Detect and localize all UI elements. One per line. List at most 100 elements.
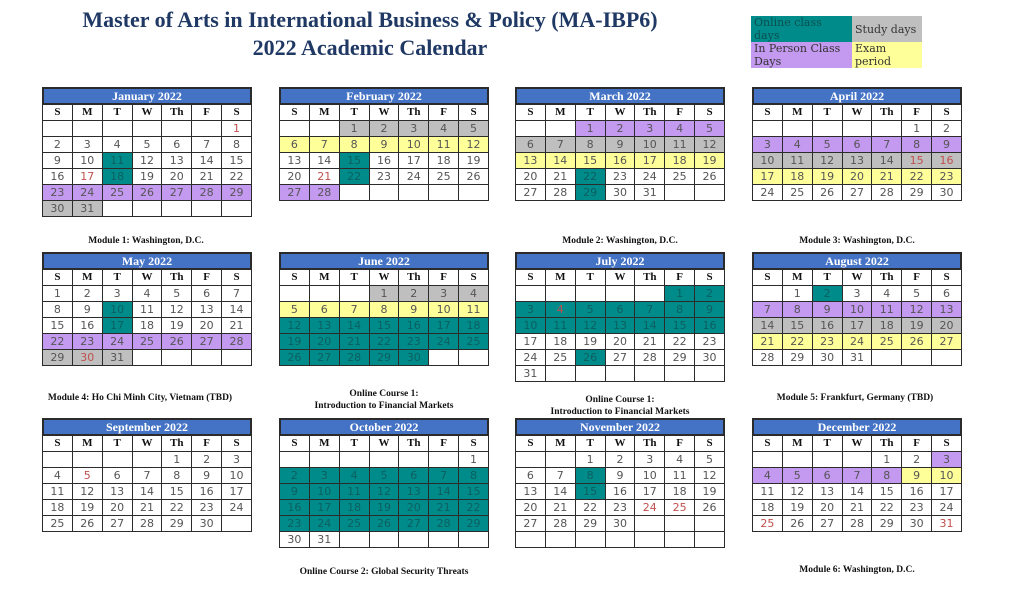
day-cell: 21 (634, 333, 666, 350)
weekday-row: S M T W Th F S (279, 269, 489, 286)
day-cell: 23 (71, 333, 103, 350)
day-cell: 12 (694, 136, 725, 153)
day-cell (428, 531, 460, 548)
day-cell: 21 (428, 499, 460, 516)
month-table: S M T W Th F S 1 2 3 4 5 6 7 8 9 10 11 12 13 14 15 16 17 18 19 20 2… (42, 104, 252, 217)
caption-line: Introduction to Financial Markets (550, 407, 690, 417)
month-december: December 2022 S M T W Th F S 1 2 3 4 5 6 7 8 9 10 11 12 13 14… (752, 418, 962, 532)
day-cell: 22 (221, 168, 252, 185)
weekday-label: F (428, 269, 460, 286)
day-cell: 22 (574, 499, 606, 516)
caption-module-3: Module 3: Washington, D.C. (799, 236, 915, 246)
day-cell: 17 (101, 317, 133, 334)
day-cell: 20 (191, 317, 223, 334)
day-cell: 23 (604, 168, 636, 185)
day-cell: 31 (841, 349, 873, 366)
day-cell: 4 (664, 451, 696, 468)
weekday-row: S M T W Th F S (752, 435, 962, 452)
weekday-label: F (191, 104, 223, 121)
day-cell: 30 (604, 184, 636, 201)
day-cell: 16 (604, 483, 636, 500)
day-cell: 25 (664, 499, 696, 516)
day-cell: 26 (131, 184, 163, 201)
day-cell: 5 (279, 301, 310, 318)
day-cell: 2 (42, 136, 73, 153)
day-cell: 31 (308, 531, 340, 548)
day-cell: 9 (279, 483, 310, 500)
day-cell: 22 (338, 168, 370, 185)
weekday-label: M (544, 104, 576, 121)
week-row: 14 15 16 17 18 19 20 (752, 317, 962, 334)
day-cell (131, 120, 163, 137)
day-cell: 6 (841, 136, 873, 153)
day-cell: 20 (161, 168, 193, 185)
day-cell: 14 (634, 317, 666, 334)
day-cell: 11 (101, 152, 133, 169)
day-cell (544, 531, 576, 548)
weekday-label: W (368, 435, 400, 452)
day-cell: 4 (544, 301, 576, 318)
day-cell: 15 (574, 483, 606, 500)
weekday-label: S (279, 104, 310, 121)
day-cell: 20 (841, 168, 873, 185)
weekday-label: S (279, 435, 310, 452)
day-cell: 8 (901, 136, 933, 153)
weekday-label: W (841, 435, 873, 452)
month-table: S M T W Th F S 1 2 3 4 5 6 7 8 9 10 11 12 13 14 15 16 17 18 19 20 2… (279, 269, 489, 366)
week-row: 4 5 6 7 8 9 10 (752, 467, 962, 484)
day-cell: 24 (515, 349, 546, 366)
day-cell (191, 120, 223, 137)
day-cell: 27 (515, 184, 546, 201)
weekday-label: T (574, 269, 606, 286)
day-cell: 4 (42, 467, 73, 484)
weekday-label: M (71, 435, 103, 452)
day-cell: 11 (871, 301, 903, 318)
week-row: 4 5 6 7 8 9 10 (42, 467, 252, 484)
day-cell: 7 (308, 136, 340, 153)
day-cell: 17 (634, 483, 666, 500)
caption-module-5: Module 5: Frankfurt, Germany (TBD) (776, 393, 934, 403)
legend-online: Online class days (751, 16, 852, 42)
month-march: March 2022 S M T W Th F S 1 2 3 4 5 6 7 8 9 10 11 12 13 14 15 1… (515, 87, 725, 201)
month-june: June 2022 S M T W Th F S 1 2 3 4 5 6 7 8 9 10 11 12 13 14 15 16… (279, 252, 489, 366)
week-row: 6 7 8 9 10 11 12 (279, 136, 489, 153)
day-cell (634, 285, 666, 302)
weekday-row: S M T W Th F S (42, 104, 252, 121)
week-row: 13 14 15 16 17 18 19 (279, 152, 489, 169)
day-cell: 8 (161, 467, 193, 484)
day-cell: 27 (308, 349, 340, 366)
month-header: June 2022 (279, 252, 489, 269)
week-row: 16 17 18 19 20 21 22 (279, 499, 489, 516)
month-table: S M T W Th F S 1 2 3 4 5 6 7 8 9 10 11 12 13 14 15 16 17 18 19 20 2… (752, 104, 962, 201)
day-cell: 1 (338, 120, 370, 137)
day-cell: 1 (901, 120, 933, 137)
day-cell: 8 (221, 136, 252, 153)
day-cell: 23 (931, 168, 962, 185)
day-cell: 13 (931, 301, 962, 318)
day-cell: 23 (604, 499, 636, 516)
weekday-label: F (428, 104, 460, 121)
day-cell: 11 (458, 301, 489, 318)
day-cell (515, 451, 546, 468)
weekday-row: S M T W Th F S (515, 269, 725, 286)
day-cell: 19 (901, 317, 933, 334)
day-cell (101, 451, 133, 468)
day-cell: 4 (101, 136, 133, 153)
month-header: July 2022 (515, 252, 725, 269)
day-cell: 20 (279, 168, 310, 185)
weekday-row: S M T W Th F S (752, 269, 962, 286)
weekday-label: S (458, 435, 489, 452)
month-header: March 2022 (515, 87, 725, 104)
weekday-label: S (221, 104, 252, 121)
day-cell (71, 120, 103, 137)
day-cell (458, 349, 489, 366)
weekday-label: Th (871, 269, 903, 286)
day-cell: 21 (338, 333, 370, 350)
day-cell: 8 (781, 301, 813, 318)
week-row: 24 25 26 27 28 29 30 (515, 349, 725, 366)
day-cell: 27 (161, 184, 193, 201)
weekday-label: M (71, 269, 103, 286)
